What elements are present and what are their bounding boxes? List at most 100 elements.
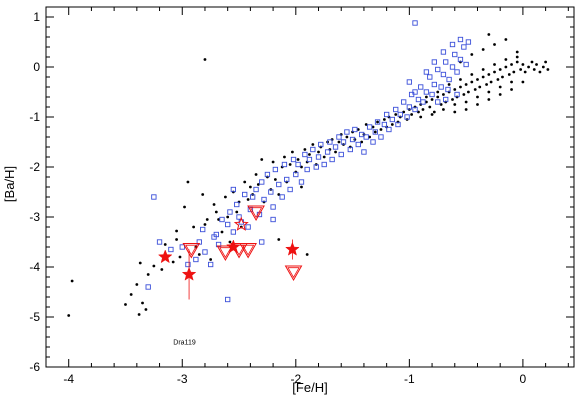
x-tick-label: -2 — [290, 372, 301, 386]
data-point — [510, 80, 513, 84]
data-point — [485, 83, 488, 86]
x-tick-label: -1 — [404, 372, 415, 386]
data-point — [381, 121, 388, 128]
series-open-square — [145, 20, 472, 303]
data-point — [214, 210, 218, 214]
data-point — [209, 258, 213, 261]
data-point — [203, 223, 207, 226]
data-point — [163, 243, 167, 246]
data-point — [271, 160, 275, 164]
data-point — [445, 86, 451, 93]
data-point — [374, 119, 381, 125]
data-point — [250, 194, 256, 200]
data-point — [340, 139, 347, 145]
data-point — [440, 49, 447, 55]
data-point — [406, 104, 413, 110]
data-point — [144, 308, 148, 311]
data-point — [306, 156, 313, 163]
data-point — [288, 163, 292, 166]
data-point — [248, 185, 252, 189]
data-point — [145, 284, 151, 290]
data-point — [254, 173, 258, 176]
data-point — [476, 78, 479, 81]
data-point — [156, 239, 163, 245]
data-point — [397, 111, 403, 118]
data-point — [300, 185, 303, 189]
data-point — [186, 180, 190, 184]
data-point — [213, 231, 219, 238]
data-point — [487, 33, 491, 36]
y-tick-label: -6 — [29, 360, 40, 374]
data-point — [171, 260, 175, 264]
data-point — [287, 186, 293, 193]
data-point — [321, 161, 327, 168]
data-point — [439, 103, 443, 106]
x-tick-label: -4 — [63, 372, 74, 386]
data-point — [347, 146, 353, 153]
x-axis-title: [Fe/H] — [292, 380, 327, 395]
data-point — [270, 216, 276, 223]
data-point — [193, 256, 199, 263]
data-point — [493, 43, 496, 46]
data-point — [473, 88, 477, 91]
data-point — [317, 150, 320, 154]
data-point — [487, 90, 491, 94]
data-point — [430, 98, 434, 101]
data-point — [137, 313, 141, 316]
data-point — [233, 216, 249, 231]
data-point — [168, 246, 174, 253]
data-point — [226, 239, 241, 254]
data-point — [322, 155, 326, 159]
data-point — [256, 183, 260, 186]
data-point — [205, 218, 209, 221]
data-point — [225, 221, 231, 228]
data-point — [435, 99, 441, 105]
data-point — [521, 80, 525, 84]
data-point — [217, 218, 220, 221]
x-tick-label: -3 — [177, 372, 188, 386]
data-point — [146, 273, 150, 276]
data-point-inner — [241, 244, 255, 256]
data-point — [242, 191, 248, 198]
data-point — [453, 88, 457, 91]
data-point — [360, 140, 364, 144]
data-point — [510, 63, 513, 66]
data-point — [436, 90, 440, 94]
data-point — [356, 128, 360, 131]
data-point — [493, 63, 496, 66]
data-point — [453, 103, 457, 106]
data-point — [329, 156, 335, 163]
data-point-inner — [185, 244, 198, 256]
data-point — [401, 99, 407, 105]
data-point — [291, 150, 294, 154]
data-point — [230, 186, 237, 193]
data-point — [501, 75, 504, 79]
data-point — [175, 238, 178, 241]
data-point — [515, 50, 519, 54]
data-point — [457, 36, 464, 43]
data-point — [183, 205, 186, 209]
data-point — [311, 143, 315, 146]
data-point — [459, 78, 462, 81]
data-point — [178, 255, 182, 259]
data-point — [544, 60, 548, 64]
data-point — [327, 139, 333, 145]
data-point — [202, 249, 208, 255]
data-point — [443, 59, 449, 65]
data-point — [541, 65, 545, 69]
data-point — [373, 130, 377, 134]
data-point — [152, 264, 156, 268]
data-point — [298, 179, 305, 185]
data-point — [464, 100, 468, 104]
data-point — [260, 158, 264, 161]
data-point — [160, 268, 164, 271]
data-point — [295, 161, 301, 168]
data-point — [429, 91, 435, 98]
data-point — [200, 226, 206, 233]
data-point — [352, 126, 358, 133]
data-point — [226, 215, 230, 219]
data-point — [440, 71, 447, 78]
data-point — [481, 68, 485, 71]
data-point — [310, 146, 316, 153]
data-point — [457, 56, 464, 63]
